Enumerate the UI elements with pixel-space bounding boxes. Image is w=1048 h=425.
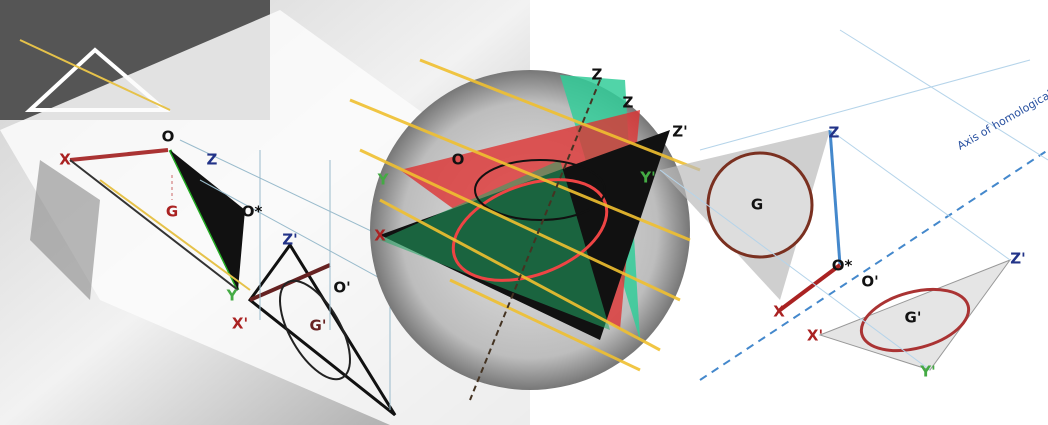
point-label: Y' [919,363,935,381]
point-label: X [59,151,71,169]
point-label: X [773,303,785,321]
point-label: Z [623,94,634,112]
labels: X O Z G O* Z' Y X' G' O' Z Z Z' O Y X Y'… [59,66,1026,381]
point-label: O' [333,279,350,297]
point-label: X' [807,327,823,345]
point-label: Z' [282,231,297,249]
point-label: Y [377,171,390,189]
point-label: Z' [1010,250,1025,268]
point-label: G [166,203,178,221]
point-label: O [162,128,175,146]
point-label: Z' [672,123,687,141]
point-label: O [452,151,465,169]
point-label: Y' [639,169,655,187]
point-label: X' [232,315,248,333]
point-label: G [751,196,763,214]
axis-label: Axis of homological affinity [955,67,1048,153]
point-label: Z [207,151,218,169]
point-label: X [374,227,386,245]
middle-disc [349,58,701,401]
point-label: Z [592,66,603,84]
point-label: O' [861,273,878,291]
point-label: Y [226,287,239,305]
point-label: O* [242,203,263,221]
point-label: Z [829,124,840,142]
point-label: G' [905,309,922,327]
point-label: G' [310,317,327,335]
right-panel: Axis of homological affinity [659,29,1048,381]
point-label: O* [832,257,853,275]
